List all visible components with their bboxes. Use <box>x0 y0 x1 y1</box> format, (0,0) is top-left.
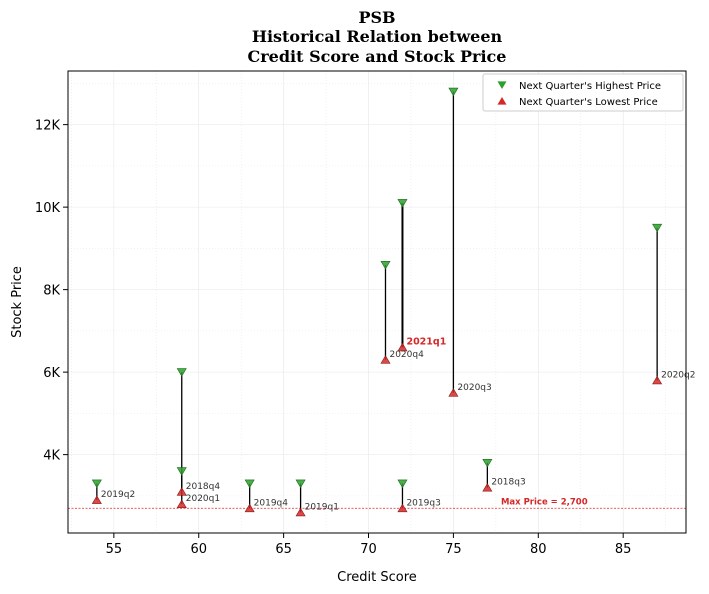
quarter-labels: 2019q2 2018q4 2020q1 2019q4 2019q1 2020q4 2019… <box>101 336 696 512</box>
low-marker-2019q3 <box>397 503 408 513</box>
chart-title-line-3: Credit Score and Stock Price <box>248 47 507 66</box>
legend-high-marker <box>497 81 507 90</box>
quarter-label-2019q3: 2019q3 <box>406 498 440 508</box>
low-marker-2018q3 <box>482 482 493 492</box>
y-axis: 4K 6K 8K 10K 12K <box>35 119 68 464</box>
low-marker-2020q2 <box>652 375 663 385</box>
high-marker-2018q4 <box>176 467 187 476</box>
x-tick-label: 55 <box>106 542 123 557</box>
high-marker-2020q3 <box>448 87 459 97</box>
legend-low-marker <box>497 96 507 105</box>
x-tick-label: 60 <box>190 542 207 557</box>
quarter-label-2021q1: 2021q1 <box>406 336 446 347</box>
quarter-label-2020q3: 2020q3 <box>457 383 491 393</box>
low-marker-2018q4 <box>176 487 187 496</box>
high-marker-2020q4 <box>380 260 391 270</box>
low-marker-2019q2 <box>91 495 102 504</box>
high-marker-2020q1 <box>176 368 187 377</box>
high-marker-2020q2 <box>652 223 663 233</box>
quarter-label-2019q2: 2019q2 <box>101 490 135 500</box>
high-marker-2021q1 <box>397 199 408 208</box>
quarter-label-2019q1: 2019q1 <box>305 502 339 512</box>
quarter-label-2018q4: 2018q4 <box>186 482 221 492</box>
low-marker-2021q1 <box>397 342 408 352</box>
high-marker-2019q4 <box>244 479 255 489</box>
price-range-stems <box>96 91 658 513</box>
high-marker-2019q3 <box>397 479 408 489</box>
quarter-label-2018q3: 2018q3 <box>491 478 525 488</box>
x-tick-label: 70 <box>360 542 377 557</box>
y-tick-label: 12K <box>35 119 61 134</box>
quarter-label-2020q1: 2020q1 <box>186 494 220 504</box>
high-marker-2019q2 <box>91 479 102 489</box>
low-marker-2020q4 <box>380 355 391 364</box>
low-marker-2020q3 <box>448 388 459 397</box>
quarter-label-2020q2: 2020q2 <box>661 370 695 380</box>
chart-title-line-1: PSB <box>358 8 395 27</box>
x-axis-label: Credit Score <box>337 570 417 585</box>
quarter-label-2020q4: 2020q4 <box>389 350 424 360</box>
low-marker-2020q1 <box>176 499 187 509</box>
low-marker-2019q1 <box>295 507 306 517</box>
low-marker-2019q4 <box>244 503 255 513</box>
x-tick-label: 80 <box>530 542 547 557</box>
legend-box <box>482 73 684 112</box>
legend-low-label: Next Quarter's Lowest Price <box>519 97 658 108</box>
plot-frame <box>67 70 687 534</box>
x-tick-label: 75 <box>445 542 462 557</box>
y-axis-label: Stock Price <box>10 266 25 338</box>
quarter-label-2019q4: 2019q4 <box>254 498 289 508</box>
y-tick-label: 8K <box>43 284 60 299</box>
x-tick-label: 65 <box>275 542 292 557</box>
high-marker-2019q1 <box>295 479 306 489</box>
y-tick-label: 4K <box>43 449 60 464</box>
price-markers <box>91 87 663 517</box>
legend: Next Quarter's Highest Price Next Quarte… <box>482 73 684 112</box>
x-tick-label: 85 <box>615 542 632 557</box>
x-axis: 55 60 65 70 75 80 85 <box>106 533 632 557</box>
reference-line-group: Max Price = 2,700 <box>68 497 686 509</box>
legend-high-label: Next Quarter's Highest Price <box>519 81 661 92</box>
y-tick-label: 6K <box>43 366 60 381</box>
high-marker-2018q3 <box>482 458 493 468</box>
grid-lines <box>68 71 686 533</box>
chart-title-line-2: Historical Relation between <box>252 27 503 46</box>
y-tick-label: 10K <box>35 201 61 216</box>
max-price-label: Max Price = 2,700 <box>501 497 588 507</box>
